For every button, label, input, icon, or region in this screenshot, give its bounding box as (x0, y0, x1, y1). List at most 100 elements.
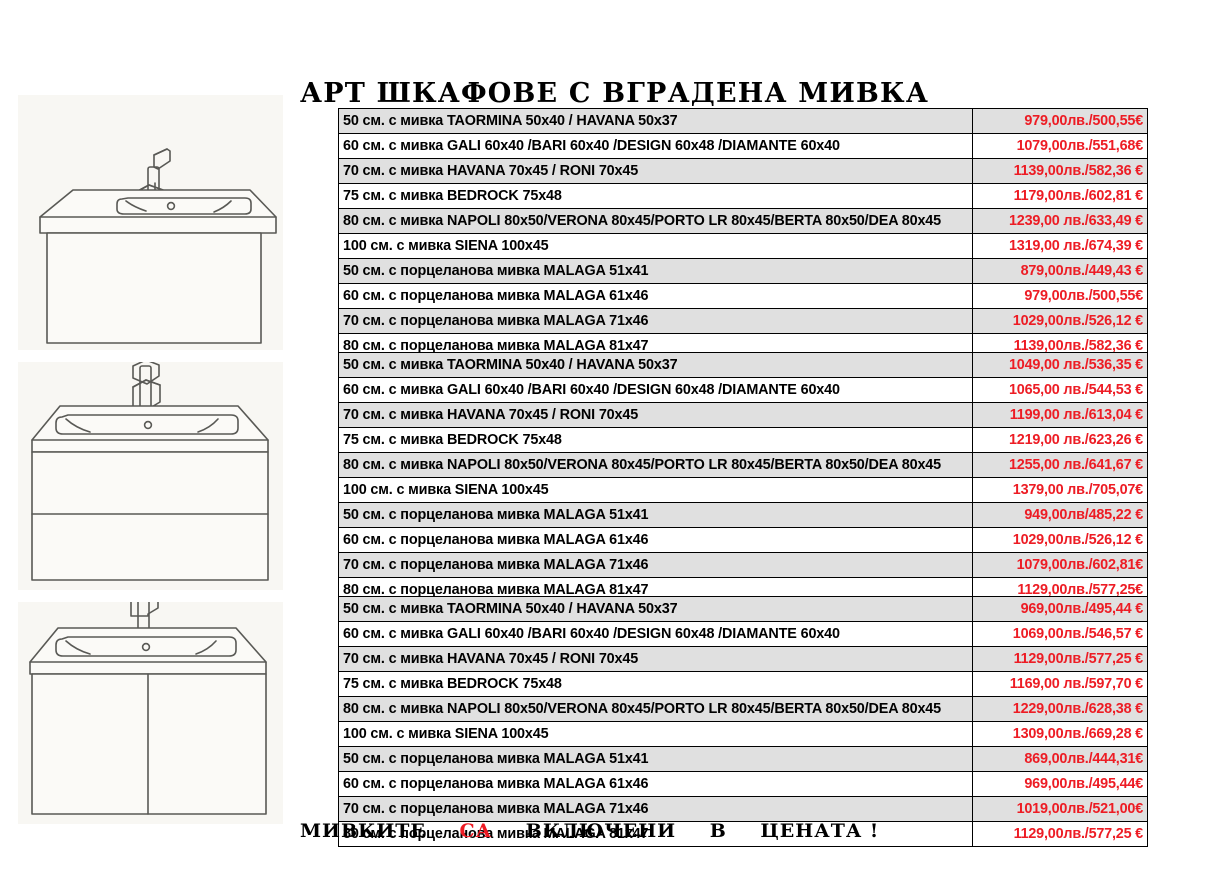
table-row[interactable]: 70 см. с порцеланова мивка MALAGA 71x46 1… (338, 308, 1148, 334)
price-table-1: 50 см. с мивка TAORMINA 50x40 / HAVANA 5… (338, 108, 1148, 359)
table-row[interactable]: 60 см. с порцеланова мивка MALAGA 61x46 9… (338, 283, 1148, 309)
product-description: 50 см. с мивка TAORMINA 50x40 / HAVANA 5… (338, 108, 973, 134)
product-price: 1239,00 лв./633,49 € (972, 208, 1148, 234)
faucet-icon (132, 362, 161, 411)
product-description: 75 см. с мивка BEDROCK 75x48 (338, 671, 973, 697)
illustration-two-door-vanity-with-sink (18, 602, 283, 824)
table-row[interactable]: 80 см. с мивка NAPOLI 80x50/VERONA 80x45… (338, 696, 1148, 722)
product-price: 1079,00лв./602,81€ (972, 552, 1148, 578)
product-price: 1129,00лв./577,25 € (972, 646, 1148, 672)
table-row[interactable]: 70 см. с порцеланова мивка MALAGA 71x46 1… (338, 796, 1148, 822)
table-row[interactable]: 75 см. с мивка BEDROCK 75x48 1169,00 лв./… (338, 671, 1148, 697)
product-description: 80 см. с мивка NAPOLI 80x50/VERONA 80x45… (338, 696, 973, 722)
product-description: 50 см. с порцеланова мивка MALAGA 51x41 (338, 502, 973, 528)
table-row[interactable]: 50 см. с порцеланова мивка MALAGA 51x41 9… (338, 502, 1148, 528)
product-description: 70 см. с мивка HAVANA 70x45 / RONI 70x45 (338, 646, 973, 672)
price-table-2: 50 см. с мивка TAORMINA 50x40 / HAVANA 5… (338, 352, 1148, 603)
table-row[interactable]: 75 см. с мивка BEDROCK 75x48 1179,00лв./6… (338, 183, 1148, 209)
product-price: 1255,00 лв./641,67 € (972, 452, 1148, 478)
table-row[interactable]: 50 см. с мивка TAORMINA 50x40 / HAVANA 5… (338, 108, 1148, 134)
product-price: 1179,00лв./602,81 € (972, 183, 1148, 209)
table-row[interactable]: 50 см. с порцеланова мивка MALAGA 51x41 8… (338, 258, 1148, 284)
footer-word-5: ЦЕНАТА ! (760, 820, 880, 842)
table-row[interactable]: 70 см. с порцеланова мивка MALAGA 71x46 1… (338, 552, 1148, 578)
illustration-single-front-vanity-with-sink (18, 95, 283, 350)
product-description: 60 см. с мивка GALI 60x40 /BARI 60x40 /D… (338, 377, 973, 403)
product-price: 1229,00лв./628,38 € (972, 696, 1148, 722)
product-description: 60 см. с мивка GALI 60x40 /BARI 60x40 /D… (338, 621, 973, 647)
product-description: 100 см. с мивка SIENA 100x45 (338, 721, 973, 747)
table-row[interactable]: 100 см. с мивка SIENA 100x45 1319,00 лв./… (338, 233, 1148, 259)
table-row[interactable]: 50 см. с мивка TAORMINA 50x40 / HAVANA 5… (338, 352, 1148, 378)
product-price: 1379,00 лв./705,07€ (972, 477, 1148, 503)
product-price: 979,00лв./500,55€ (972, 108, 1148, 134)
footer-word-3: ВКЛЮЧЕНИ (525, 820, 677, 842)
table-row[interactable]: 70 см. с мивка HAVANA 70x45 / RONI 70x45… (338, 158, 1148, 184)
product-description: 70 см. с мивка HAVANA 70x45 / RONI 70x45 (338, 158, 973, 184)
table-row[interactable]: 60 см. с мивка GALI 60x40 /BARI 60x40 /D… (338, 377, 1148, 403)
product-price: 1029,00лв./526,12 € (972, 527, 1148, 553)
product-description: 60 см. с мивка GALI 60x40 /BARI 60x40 /D… (338, 133, 973, 159)
product-price: 1029,00лв./526,12 € (972, 308, 1148, 334)
footer-note: МИВКИТЕ СА ВКЛЮЧЕНИ В ЦЕНАТА ! (300, 820, 905, 842)
product-price: 1169,00 лв./597,70 € (972, 671, 1148, 697)
price-table-1-body: 50 см. с мивка TAORMINA 50x40 / HAVANA 5… (338, 108, 1148, 359)
product-price: 1129,00лв./577,25 € (972, 821, 1148, 847)
product-price: 1019,00лв./521,00€ (972, 796, 1148, 822)
product-price: 949,00лв/485,22 € (972, 502, 1148, 528)
table-row[interactable]: 80 см. с порцеланова мивка MALAGA 81x47 1… (338, 821, 1148, 847)
product-description: 70 см. с мивка HAVANA 70x45 / RONI 70x45 (338, 402, 973, 428)
table-row[interactable]: 100 см. с мивка SIENA 100x45 1309,00лв./6… (338, 721, 1148, 747)
vanity-drawing-1 (39, 148, 277, 344)
table-row[interactable]: 60 см. с мивка GALI 60x40 /BARI 60x40 /D… (338, 133, 1148, 159)
price-table-3-body: 50 см. с мивка TAORMINA 50x40 / HAVANA 5… (338, 596, 1148, 847)
vanity-drawing-3 (29, 602, 267, 815)
product-description: 50 см. с мивка TAORMINA 50x40 / HAVANA 5… (338, 596, 973, 622)
vanity-drawing-2 (31, 362, 269, 581)
illustration-column (18, 95, 283, 836)
footer-word-2-highlight: СА (459, 820, 493, 842)
table-row[interactable]: 70 см. с мивка HAVANA 70x45 / RONI 70x45… (338, 402, 1148, 428)
product-price: 1069,00лв./546,57 € (972, 621, 1148, 647)
footer-word-4: В (709, 820, 727, 842)
product-description: 80 см. с мивка NAPOLI 80x50/VERONA 80x45… (338, 208, 973, 234)
table-row[interactable]: 60 см. с порцеланова мивка MALAGA 61x46 9… (338, 771, 1148, 797)
product-description: 100 см. с мивка SIENA 100x45 (338, 477, 973, 503)
table-row[interactable]: 70 см. с мивка HAVANA 70x45 / RONI 70x45… (338, 646, 1148, 672)
product-price: 969,00лв./495,44€ (972, 771, 1148, 797)
table-row[interactable]: 80 см. с мивка NAPOLI 80x50/VERONA 80x45… (338, 452, 1148, 478)
table-row[interactable]: 100 см. с мивка SIENA 100x45 1379,00 лв./… (338, 477, 1148, 503)
table-row[interactable]: 60 см. с мивка GALI 60x40 /BARI 60x40 /D… (338, 621, 1148, 647)
product-price: 1219,00 лв./623,26 € (972, 427, 1148, 453)
product-price: 979,00лв./500,55€ (972, 283, 1148, 309)
illustration-two-drawer-vanity-with-sink (18, 362, 283, 590)
table-row[interactable]: 50 см. с мивка TAORMINA 50x40 / HAVANA 5… (338, 596, 1148, 622)
product-price: 1139,00лв./582,36 € (972, 158, 1148, 184)
price-table-2-body: 50 см. с мивка TAORMINA 50x40 / HAVANA 5… (338, 352, 1148, 603)
product-price: 969,00лв./495,44 € (972, 596, 1148, 622)
price-table-3: 50 см. с мивка TAORMINA 50x40 / HAVANA 5… (338, 596, 1148, 847)
product-price: 879,00лв./449,43 € (972, 258, 1148, 284)
product-price: 1079,00лв./551,68€ (972, 133, 1148, 159)
product-description: 70 см. с порцеланова мивка MALAGA 71x46 (338, 552, 973, 578)
product-price: 1319,00 лв./674,39 € (972, 233, 1148, 259)
table-row[interactable]: 50 см. с порцеланова мивка MALAGA 51x41 8… (338, 746, 1148, 772)
product-description: 75 см. с мивка BEDROCK 75x48 (338, 183, 973, 209)
product-description: 70 см. с порцеланова мивка MALAGA 71x46 (338, 308, 973, 334)
product-description: 60 см. с порцеланова мивка MALAGA 61x46 (338, 771, 973, 797)
table-row[interactable]: 80 см. с порцеланова мивка MALAGA 81x47 1… (338, 577, 1148, 603)
product-price: 1065,00 лв./544,53 € (972, 377, 1148, 403)
product-description: 50 см. с порцеланова мивка MALAGA 51x41 (338, 746, 973, 772)
product-description: 50 см. с порцеланова мивка MALAGA 51x41 (338, 258, 973, 284)
product-price: 869,00лв./444,31€ (972, 746, 1148, 772)
faucet-icon (130, 602, 159, 631)
product-price: 1049,00 лв./536,35 € (972, 352, 1148, 378)
table-row[interactable]: 75 см. с мивка BEDROCK 75x48 1219,00 лв./… (338, 427, 1148, 453)
product-description: 100 см. с мивка SIENA 100x45 (338, 233, 973, 259)
product-description: 80 см. с мивка NAPOLI 80x50/VERONA 80x45… (338, 452, 973, 478)
product-price: 1309,00лв./669,28 € (972, 721, 1148, 747)
page-title: АРТ ШКАФОВЕ С ВГРАДЕНА МИВКА (300, 78, 930, 109)
table-row[interactable]: 60 см. с порцеланова мивка MALAGA 61x46 1… (338, 527, 1148, 553)
footer-word-1: МИВКИТЕ (300, 820, 426, 842)
table-row[interactable]: 80 см. с мивка NAPOLI 80x50/VERONA 80x45… (338, 208, 1148, 234)
